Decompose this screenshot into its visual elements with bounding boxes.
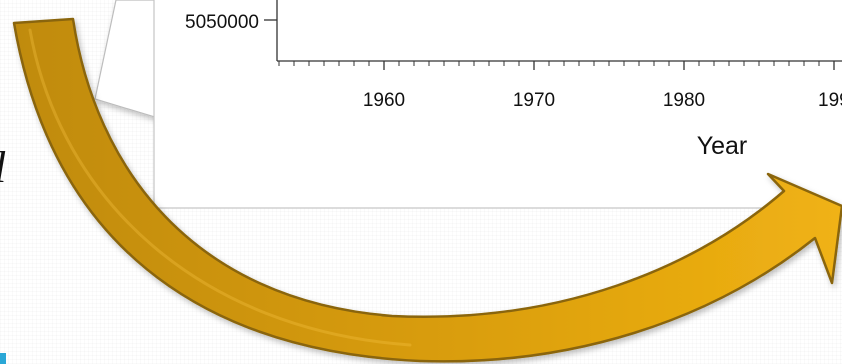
x-tick-label-1960: 1960 xyxy=(363,90,405,111)
x-tick-label-1980: 1980 xyxy=(663,90,705,111)
chart-panel: 5050000 1960 1970 1980 199 Year xyxy=(153,0,842,209)
side-text-glyph: l xyxy=(0,146,6,190)
x-minor-ticks xyxy=(278,61,820,66)
curved-arrow xyxy=(12,17,842,363)
x-major-ticks xyxy=(383,61,835,70)
arrow-highlight xyxy=(28,28,412,347)
x-axis-title: Year xyxy=(697,132,748,160)
tilted-paper-sheet xyxy=(94,0,159,119)
x-tick-label-1970: 1970 xyxy=(513,90,555,111)
slide-accent-mark xyxy=(0,353,6,364)
y-tick-label: 5050000 xyxy=(185,12,259,33)
x-tick-label-1990: 199 xyxy=(818,90,842,111)
